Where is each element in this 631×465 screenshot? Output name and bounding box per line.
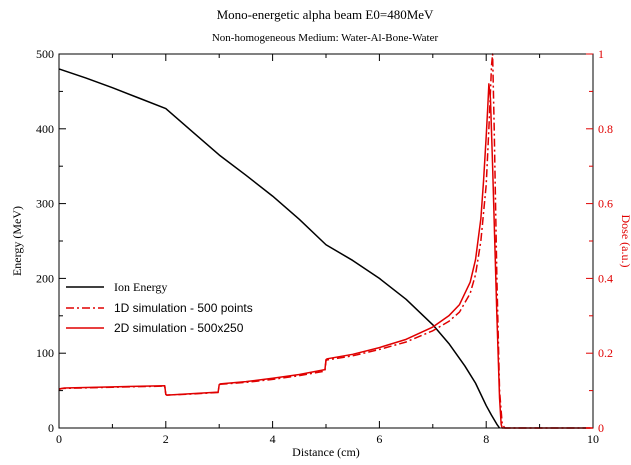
chart-title: Mono-energetic alpha beam E0=480MeV (217, 7, 434, 22)
plot-frame (58, 53, 594, 429)
x-tick-label: 10 (587, 432, 599, 446)
y-axis-left-label: Energy (MeV) (10, 206, 24, 276)
x-tick-label: 6 (376, 432, 382, 446)
x-tick-label: 2 (163, 432, 169, 446)
legend-label-1d-simulation: 1D simulation - 500 points (114, 301, 253, 315)
y-right-tick-label: 0.4 (598, 271, 613, 285)
y-left-tick-label: 0 (48, 421, 54, 435)
y-right-tick-label: 0.2 (598, 346, 613, 360)
x-tick-label: 0 (56, 432, 62, 446)
x-tick-label: 4 (270, 432, 276, 446)
y-left-tick-label: 300 (36, 197, 54, 211)
y-left-tick-label: 400 (36, 122, 54, 136)
series-line-2 (58, 83, 593, 429)
x-axis-label: Distance (cm) (292, 445, 360, 459)
series-line-0 (58, 68, 501, 429)
x-tick-label: 8 (483, 432, 489, 446)
y-left-tick-label: 500 (36, 47, 54, 61)
legend-label-2d-simulation: 2D simulation - 500x250 (114, 321, 244, 335)
y-right-tick-label: 0.6 (598, 197, 613, 211)
y-left-tick-label: 100 (36, 346, 54, 360)
plot-area (58, 53, 593, 429)
y-right-tick-label: 0 (598, 421, 604, 435)
chart-subtitle: Non-homogeneous Medium: Water-Al-Bone-Wa… (212, 32, 439, 44)
y-right-tick-label: 0.8 (598, 122, 613, 136)
y-left-tick-label: 200 (36, 271, 54, 285)
legend: Ion Energy 1D simulation - 500 points 2D… (66, 280, 253, 335)
legend-label-ion-energy: Ion Energy (114, 280, 167, 294)
x-axis: 0 2 4 6 8 10 (56, 54, 599, 446)
y-axis-right: 0 0.2 0.4 0.6 0.8 1 (586, 47, 613, 435)
y-axis-left: 0 100 200 300 400 500 (36, 47, 66, 435)
y-right-tick-label: 1 (598, 47, 604, 61)
series-line-1 (58, 53, 593, 429)
y-axis-right-label: Dose (a.u.) (619, 215, 631, 268)
